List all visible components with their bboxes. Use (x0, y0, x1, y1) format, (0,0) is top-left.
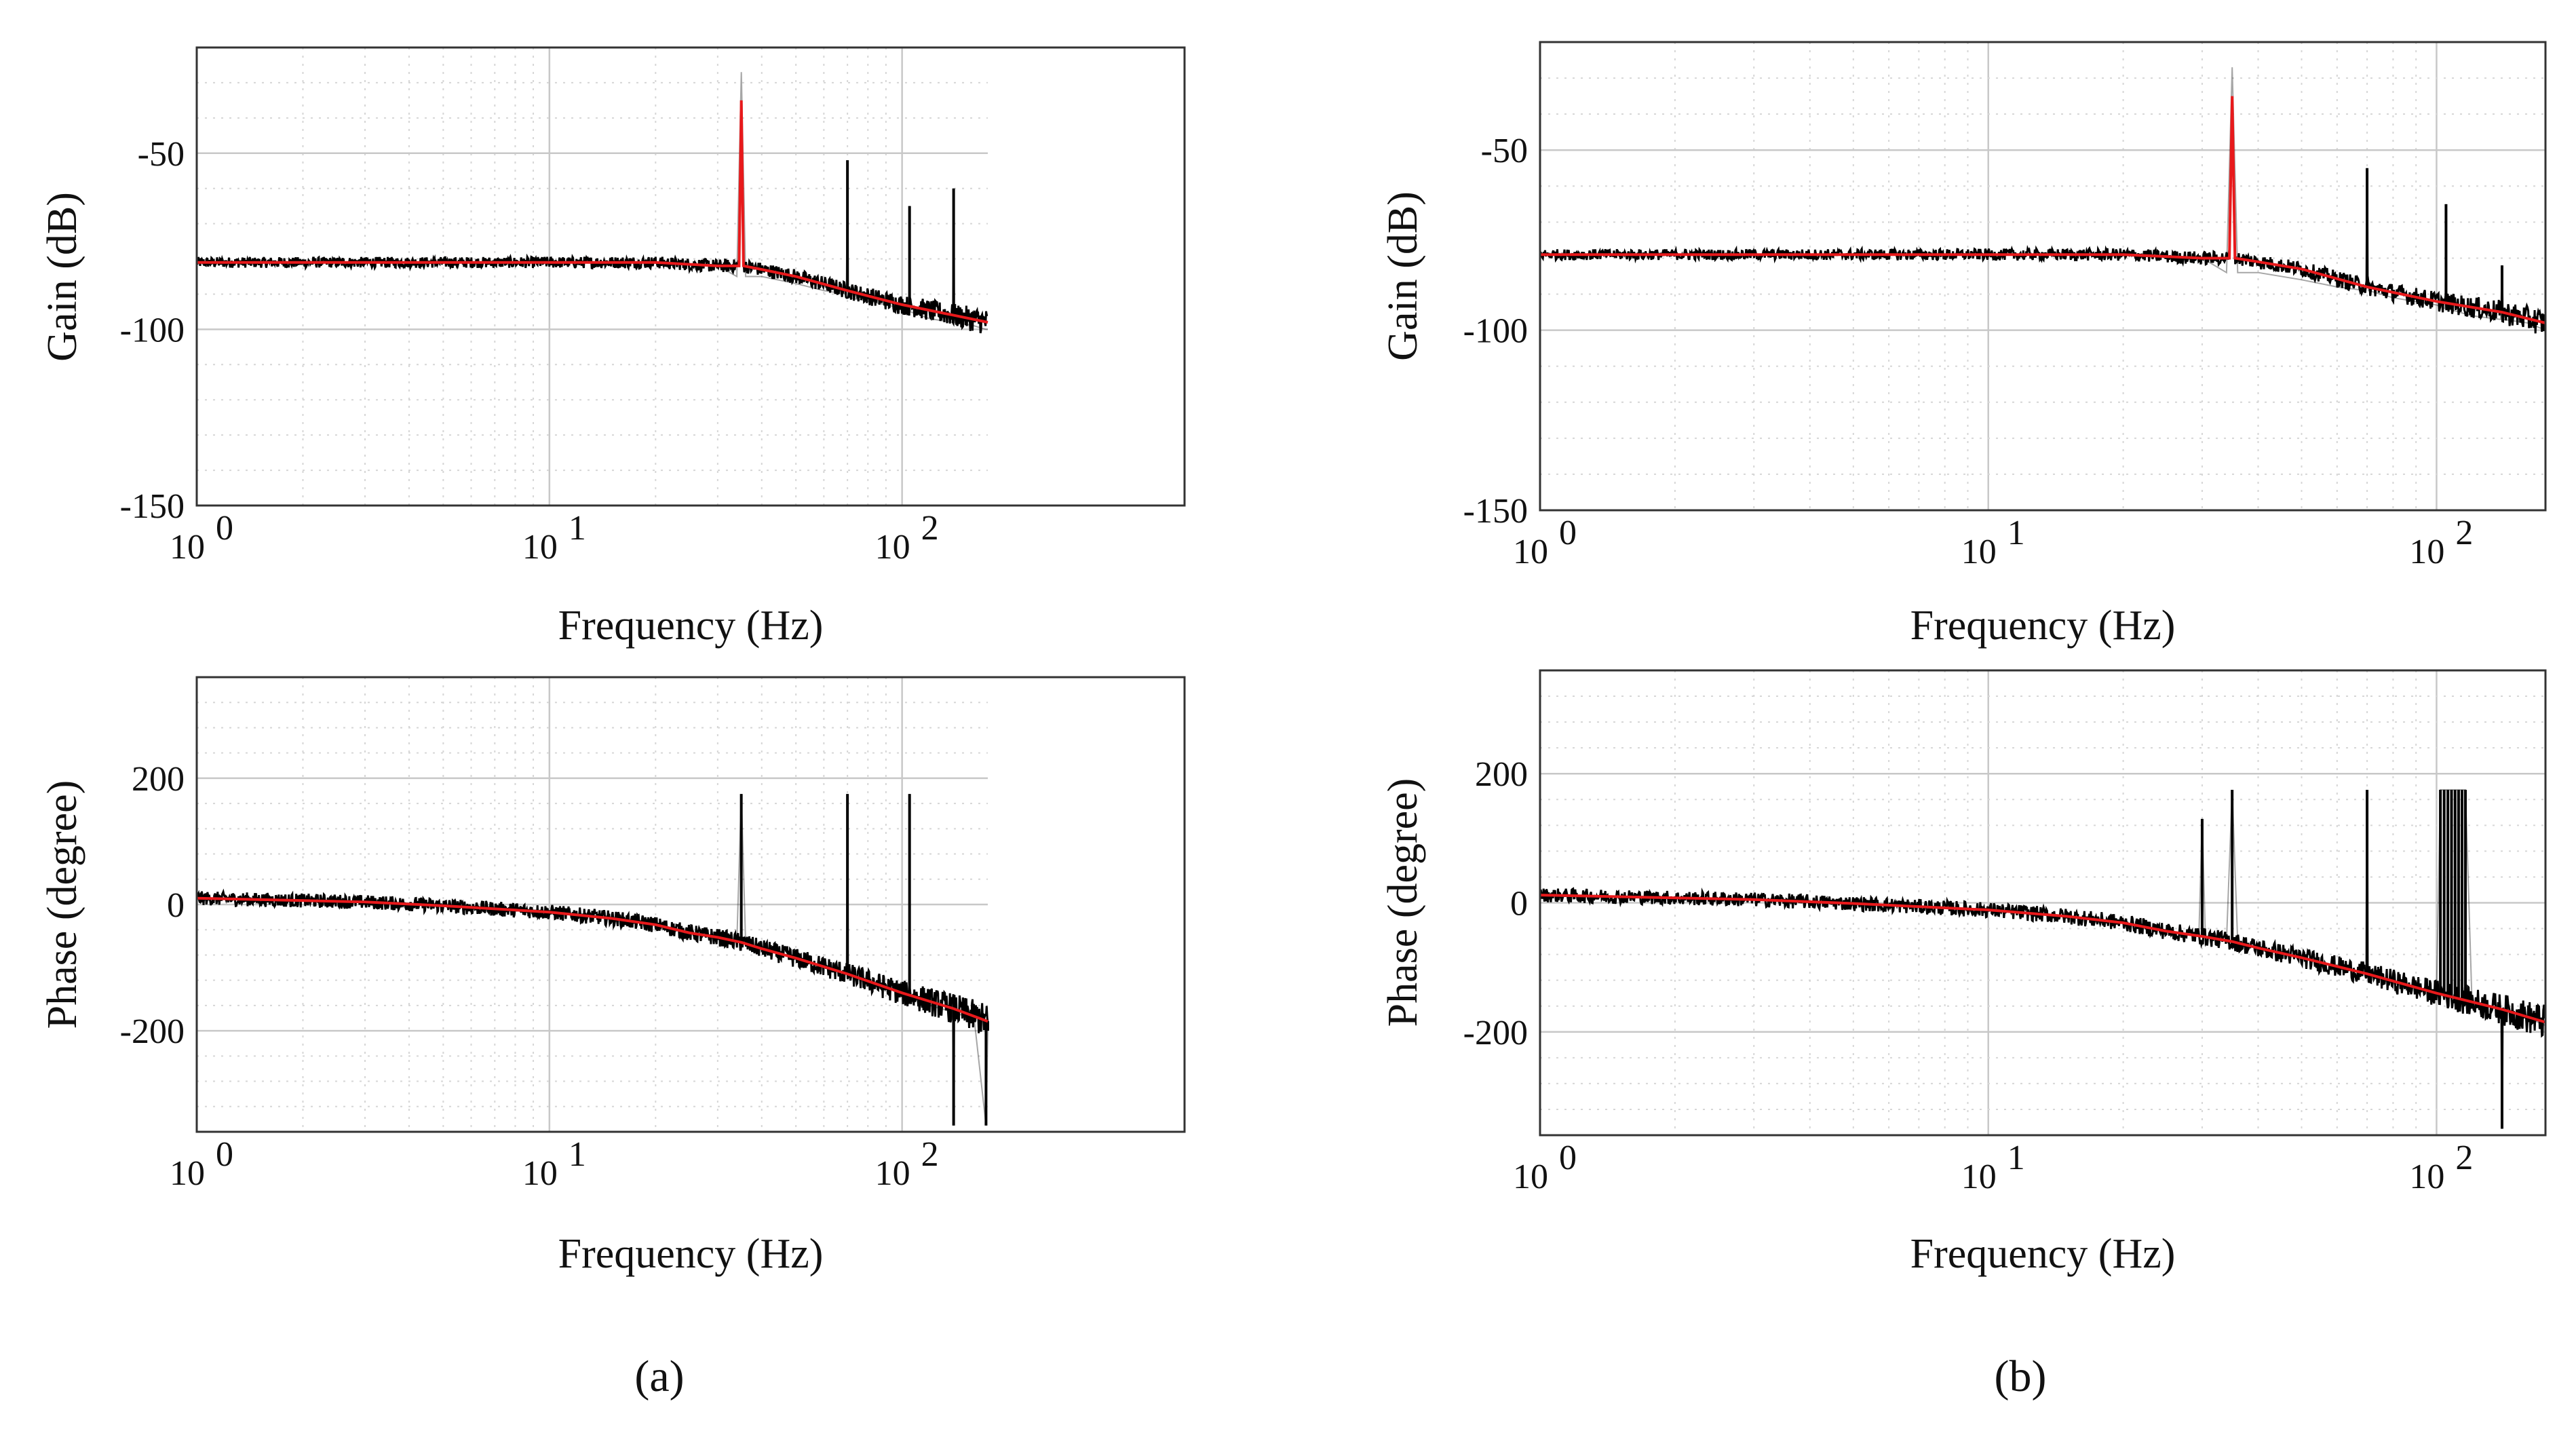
panel-b-phase-chart: 200 0 -200 10 0 10 1 10 2 Frequency (Hz) Phase … (1380, 669, 2547, 1277)
xtick-label: 10 (875, 528, 910, 567)
ytick-label: -50 (138, 135, 185, 174)
ylabel: Phase (degree) (39, 780, 85, 1029)
ytick-label: -200 (1463, 1014, 1528, 1052)
measured-noise-trace (1539, 105, 2547, 334)
xtick-label: 10 (1961, 533, 1997, 571)
xtick-label: 10 (522, 1154, 558, 1193)
measured-noise-trace (195, 113, 988, 334)
xlabel: Frequency (Hz) (1910, 603, 2176, 649)
xtick-exponent: 2 (921, 1135, 939, 1174)
xlabel: Frequency (Hz) (558, 1231, 824, 1277)
ytick-label: -200 (120, 1012, 185, 1051)
xtick-exponent: 1 (2007, 514, 2025, 552)
xlabel: Frequency (Hz) (1910, 1231, 2176, 1277)
xtick-label: 10 (1513, 533, 1548, 571)
panel-b-gain-chart: -50 -100 -150 10 0 10 1 10 2 Frequency (Hz) Gai… (1380, 41, 2547, 649)
caption-b: (b) (1995, 1352, 2047, 1401)
xtick-label: 10 (2409, 533, 2444, 571)
ylabel: Gain (dB) (39, 192, 85, 362)
ytick-label: 200 (132, 760, 185, 799)
xtick-exponent: 1 (569, 1135, 586, 1174)
panel-a-phase-chart: 200 0 -200 10 0 10 1 10 2 Frequency (Hz) Phase … (39, 676, 1186, 1277)
ylabel: Phase (degree) (1380, 778, 1426, 1027)
fit-series-line (1540, 96, 2546, 324)
fit-series-line (196, 896, 988, 1023)
fit-series-line (197, 100, 988, 324)
xlabel: Frequency (Hz) (558, 603, 824, 649)
xtick-label: 10 (1961, 1158, 1997, 1196)
xtick-label: 10 (170, 1154, 205, 1193)
xtick-label: 10 (2409, 1158, 2444, 1196)
panel-a-gain-chart: -50 -100 -150 10 0 10 1 10 2 Frequency (Hz) Gai… (39, 46, 1186, 649)
xtick-exponent: 2 (2455, 1139, 2473, 1177)
ytick-label: -150 (120, 487, 185, 526)
measured-noise-trace (195, 888, 989, 1033)
ytick-label: 0 (167, 886, 185, 925)
xtick-exponent: 1 (569, 509, 586, 548)
xtick-exponent: 2 (921, 509, 939, 548)
ytick-label: 200 (1475, 755, 1528, 794)
ytick-label: -50 (1481, 132, 1528, 170)
measured-series-line (197, 72, 988, 330)
ytick-label: -100 (120, 311, 185, 349)
measured-noise-trace (1539, 887, 2547, 1038)
measured-series-line (1539, 789, 2546, 1129)
xtick-exponent: 0 (216, 509, 233, 548)
xtick-exponent: 0 (1559, 1139, 1577, 1177)
xtick-exponent: 2 (2455, 514, 2473, 552)
xtick-label: 10 (522, 528, 558, 567)
xtick-label: 10 (875, 1154, 910, 1193)
ytick-label: -100 (1463, 312, 1528, 351)
ylabel: Gain (dB) (1380, 191, 1426, 361)
caption-a: (a) (634, 1352, 684, 1401)
xtick-exponent: 0 (216, 1135, 233, 1174)
ytick-label: 0 (1510, 885, 1528, 923)
xtick-exponent: 1 (2007, 1139, 2025, 1177)
ytick-label: -150 (1463, 492, 1528, 531)
xtick-exponent: 0 (1559, 514, 1577, 552)
xtick-label: 10 (170, 528, 205, 567)
xtick-label: 10 (1513, 1158, 1548, 1196)
measured-series-line (196, 794, 988, 1126)
fit-series-line (1539, 894, 2546, 1024)
